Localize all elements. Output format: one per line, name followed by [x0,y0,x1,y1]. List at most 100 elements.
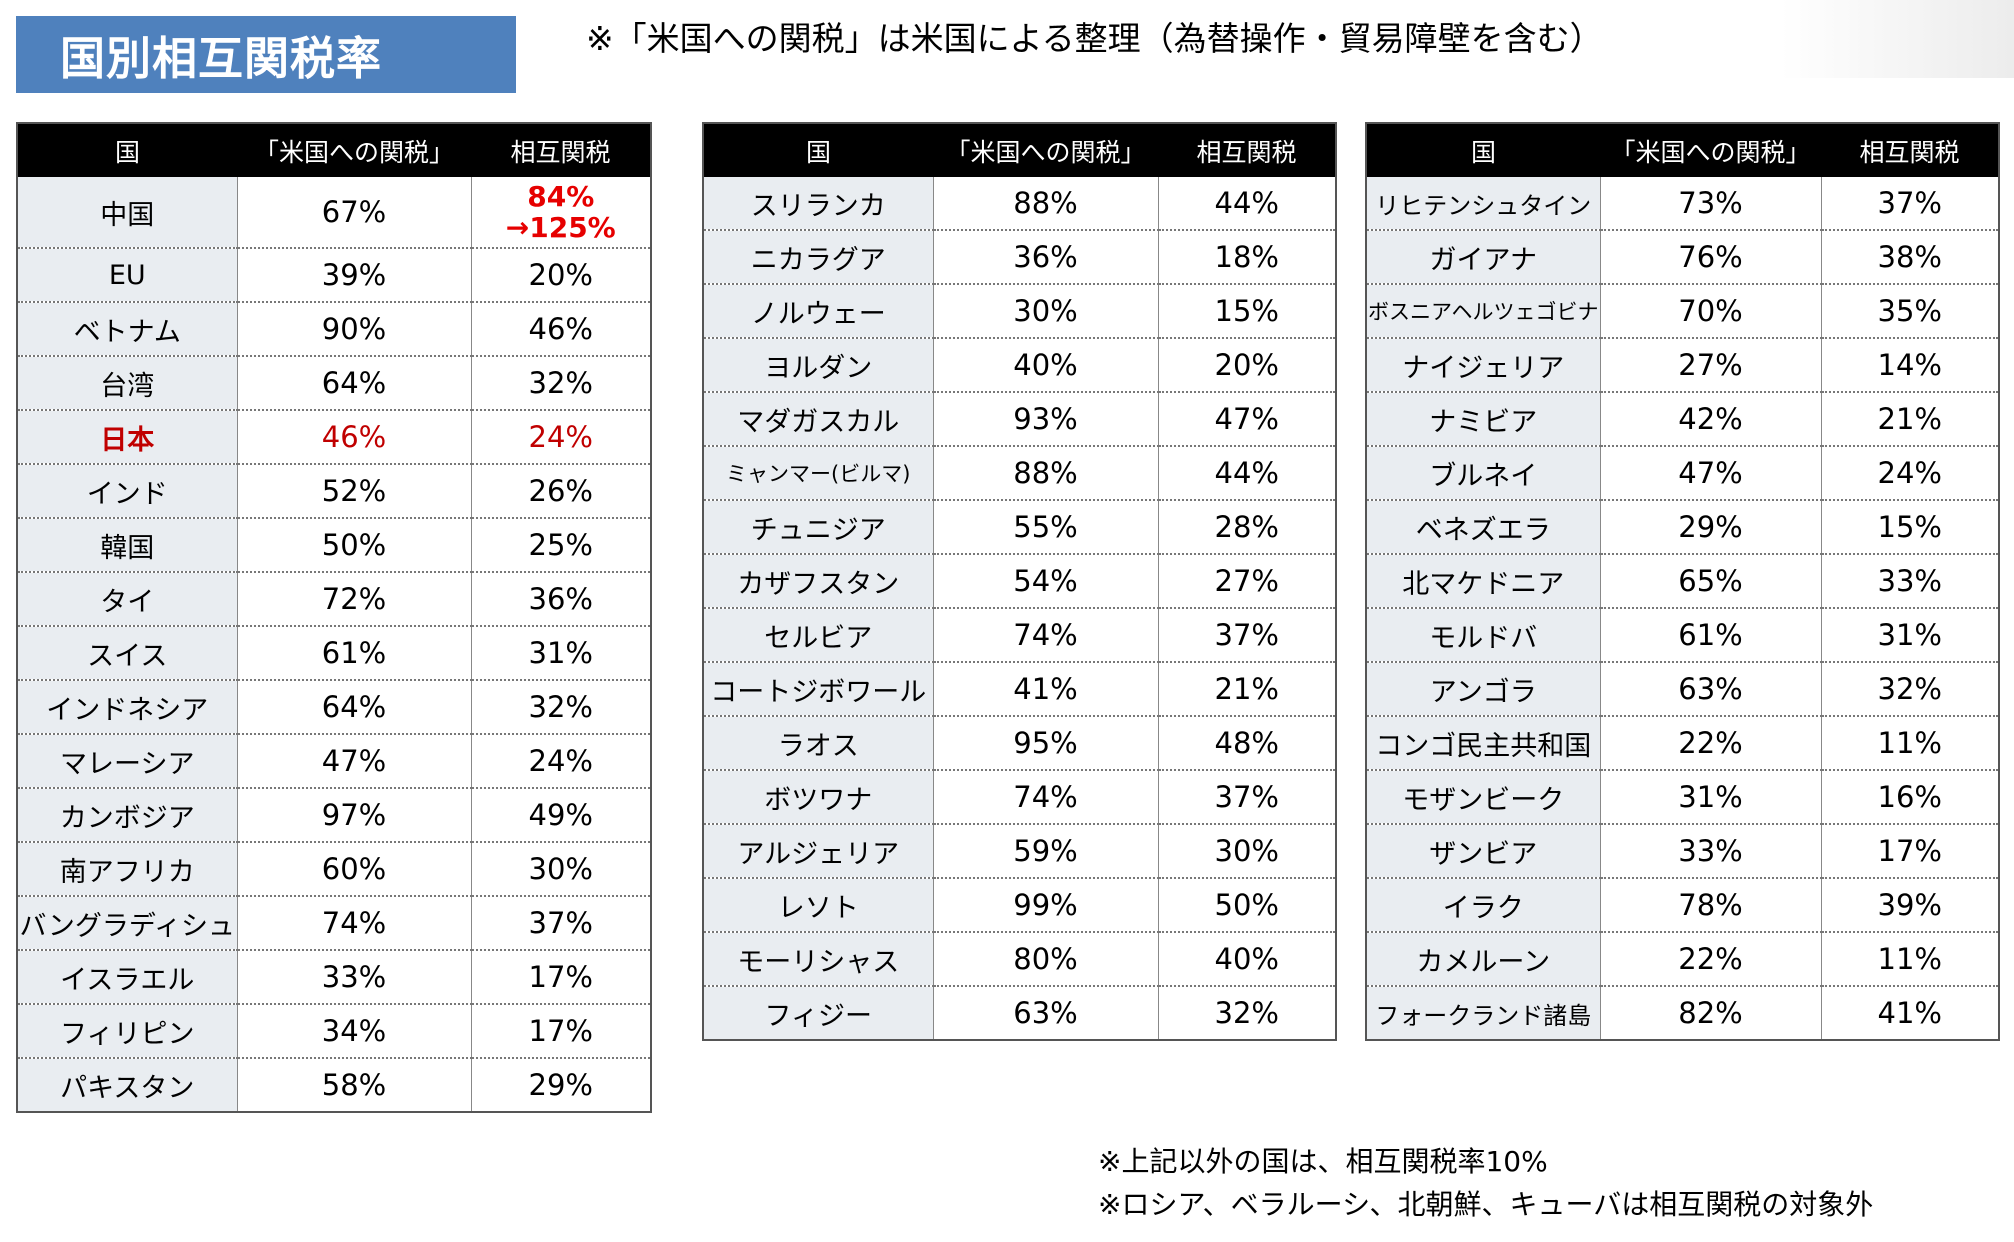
reciprocal-tariff-cell: 47% [1158,392,1336,447]
reciprocal-tariff-cell: 15% [1158,284,1336,339]
country-cell: ミャンマー(ビルマ) [703,446,934,501]
header-reciprocal: 相互関税 [1158,123,1336,177]
reciprocal-tariff-cell: 18% [1158,230,1336,285]
us-tariff-cell: 74% [237,896,472,951]
country-cell: ラオス [703,716,934,771]
table-row: ベネズエラ 29% 15% [1366,500,1999,555]
country-cell: 南アフリカ [17,842,238,897]
us-tariff-cell: 97% [237,788,472,843]
country-cell: モザンビーク [1366,770,1601,825]
country-cell: コートジボワール [703,662,934,717]
reciprocal-tariff-cell: 48% [1158,716,1336,771]
country-cell: イラク [1366,878,1601,933]
table-header-row: 国 「米国への関税」 相互関税 [1366,123,1999,177]
table-row: リヒテンシュタイン 73% 37% [1366,177,1999,231]
footnote-excluded-countries: ※ロシア、ベラルーシ、北朝鮮、キューバは相互関税の対象外 [1098,1188,1874,1221]
country-cell: フォークランド諸島 [1366,986,1601,1040]
reciprocal-tariff-cell: 36% [471,572,651,627]
us-tariff-cell: 42% [1600,392,1822,447]
us-tariff-cell: 46% [237,410,472,465]
reciprocal-tariff-cell: 27% [1158,554,1336,609]
table-row: タイ 72% 36% [17,572,651,627]
reciprocal-tariff-cell: 49% [471,788,651,843]
header-reciprocal: 相互関税 [471,123,651,177]
table-row: 中国 67% 84% →125% [17,177,651,249]
reciprocal-tariff-cell: 26% [471,464,651,519]
us-tariff-cell: 55% [933,500,1159,555]
us-tariff-cell: 36% [933,230,1159,285]
tariff-table-2: 国 「米国への関税」 相互関税 スリランカ 88% 44% ニカラグア 36% 18% ノル… [702,122,1337,1041]
reciprocal-tariff-cell: 39% [1821,878,1999,933]
table-row: 北マケドニア 65% 33% [1366,554,1999,609]
reciprocal-tariff-cell: 38% [1821,230,1999,285]
us-tariff-cell: 33% [1600,824,1822,879]
country-cell: リヒテンシュタイン [1366,177,1601,231]
reciprocal-tariff-cell: 37% [471,896,651,951]
country-cell: マダガスカル [703,392,934,447]
us-tariff-cell: 64% [237,680,472,735]
reciprocal-tariff-cell: 20% [1158,338,1336,393]
table-row: フィリピン 34% 17% [17,1004,651,1059]
table-row: チュニジア 55% 28% [703,500,1336,555]
country-cell: フィジー [703,986,934,1040]
reciprocal-tariff-cell: 17% [471,950,651,1005]
footnote-other-countries: ※上記以外の国は、相互関税率10% [1098,1145,1548,1178]
reciprocal-tariff-cell: 33% [1821,554,1999,609]
reciprocal-tariff-cell: 30% [471,842,651,897]
us-tariff-cell: 80% [933,932,1159,987]
table-row: セルビア 74% 37% [703,608,1336,663]
us-tariff-cell: 59% [933,824,1159,879]
us-tariff-cell: 99% [933,878,1159,933]
reciprocal-tariff-cell: 24% [471,734,651,789]
country-cell: ベトナム [17,302,238,357]
header-country: 国 [703,123,933,177]
us-tariff-cell: 95% [933,716,1159,771]
us-tariff-cell: 70% [1600,284,1822,339]
us-tariff-cell: 33% [237,950,472,1005]
reciprocal-rate-initial: 84% [527,180,595,213]
table-row: 南アフリカ 60% 30% [17,842,651,897]
reciprocal-tariff-cell: 44% [1158,446,1336,501]
table-row: モザンビーク 31% 16% [1366,770,1999,825]
us-tariff-cell: 76% [1600,230,1822,285]
us-tariff-cell: 60% [237,842,472,897]
table-row: カンボジア 97% 49% [17,788,651,843]
us-tariff-cell: 64% [237,356,472,411]
country-cell: ブルネイ [1366,446,1601,501]
table-row: ボスニアヘルツェゴビナ 70% 35% [1366,284,1999,339]
table-row: ガイアナ 76% 38% [1366,230,1999,285]
reciprocal-tariff-cell: 17% [1821,824,1999,879]
country-cell: アンゴラ [1366,662,1601,717]
country-cell: ベネズエラ [1366,500,1601,555]
country-cell: モーリシャス [703,932,934,987]
header-reciprocal: 相互関税 [1821,123,1999,177]
us-tariff-cell: 30% [933,284,1159,339]
country-cell: インド [17,464,238,519]
country-cell: 北マケドニア [1366,554,1601,609]
table-row: コンゴ民主共和国 22% 11% [1366,716,1999,771]
country-cell: EU [17,248,238,303]
table-row: マレーシア 47% 24% [17,734,651,789]
table-row: イラク 78% 39% [1366,878,1999,933]
country-cell: カザフスタン [703,554,934,609]
reciprocal-tariff-cell: 20% [471,248,651,303]
country-cell: ナイジェリア [1366,338,1601,393]
country-cell: カンボジア [17,788,238,843]
us-tariff-cell: 93% [933,392,1159,447]
reciprocal-tariff-cell: 41% [1877,996,1942,1030]
header-us-tariff: 「米国への関税」 [933,123,1158,177]
reciprocal-tariff-cell: 17% [471,1004,651,1059]
reciprocal-tariff-cell: 15% [1821,500,1999,555]
country-cell: アルジェリア [703,824,934,879]
country-cell: 日本 [17,410,238,465]
country-cell: パキスタン [17,1058,238,1112]
country-cell: ノルウェー [703,284,934,339]
table-header-row: 国 「米国への関税」 相互関税 [17,123,651,177]
table-row: EU 39% 20% [17,248,651,303]
reciprocal-tariff-cell: 24% [1821,446,1999,501]
us-tariff-cell: 39% [237,248,472,303]
us-tariff-cell: 72% [237,572,472,627]
reciprocal-tariff-cell: 37% [1158,770,1336,825]
country-cell: イスラエル [17,950,238,1005]
